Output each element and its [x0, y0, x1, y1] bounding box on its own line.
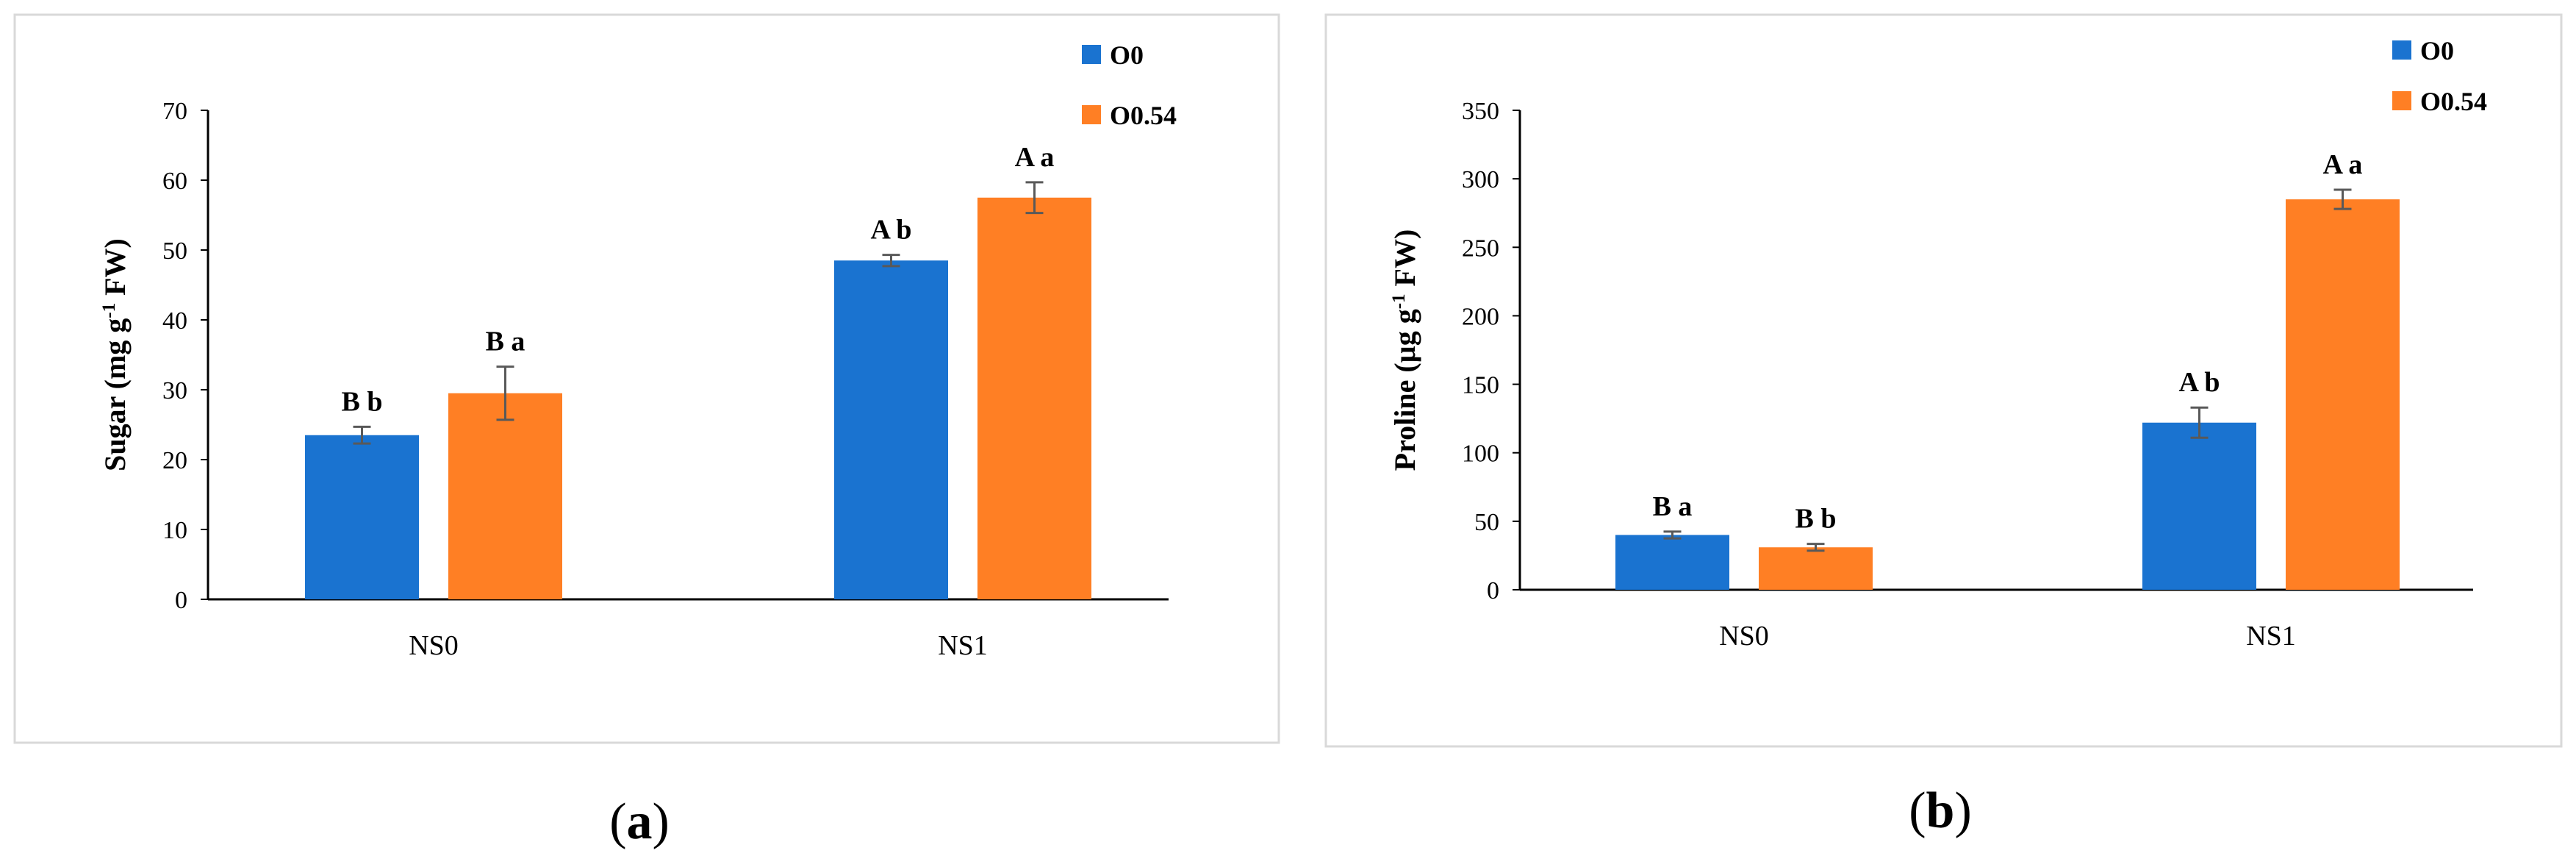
- x-category-label: NS1: [938, 630, 988, 661]
- bar-o0-54: [1759, 547, 1873, 590]
- significance-label: A a: [2323, 149, 2363, 180]
- bar-o0: [2142, 422, 2256, 590]
- legend-swatch: [2392, 40, 2411, 60]
- legend-swatch: [1082, 105, 1101, 124]
- y-tick-label: 350: [1462, 98, 1499, 125]
- bar-o0-54: [977, 197, 1091, 599]
- y-tick-label: 0: [175, 587, 187, 614]
- y-axis-title: Sugar (mg g-1 FW): [98, 238, 132, 471]
- legend-label: O0: [2420, 36, 2454, 65]
- chart-panel-a: 0 10 20 30 40 50 60 70 Sugar (mg g-1 FW) NS0 NS1 B …: [13, 13, 1280, 744]
- y-axis-title-text: FW): [98, 238, 132, 303]
- y-axis-title: Proline (µg g-1 FW): [1388, 229, 1421, 471]
- legend-swatch: [2392, 91, 2411, 110]
- significance-label: A a: [1015, 142, 1055, 173]
- significance-label: B a: [486, 327, 525, 357]
- panel-caption: (a): [609, 793, 670, 850]
- significance-label: B b: [342, 386, 383, 417]
- y-tick-label: 20: [162, 447, 187, 474]
- caption-letter: b: [1926, 782, 1955, 839]
- y-tick-label: 200: [1462, 303, 1499, 330]
- legend-label: O0: [1110, 40, 1144, 70]
- y-tick-label: 100: [1462, 440, 1499, 468]
- caption-letter: a: [627, 793, 653, 850]
- y-axis-title-superscript: -1: [99, 303, 119, 318]
- legend-swatch: [1082, 45, 1101, 64]
- y-tick-label: 150: [1462, 372, 1499, 399]
- y-tick-label: 30: [162, 377, 187, 404]
- x-category-label: NS1: [2246, 621, 2296, 652]
- bar-o0-54: [448, 393, 562, 599]
- legend-item: O0: [1082, 40, 1144, 70]
- y-tick-label: 10: [162, 517, 187, 544]
- panel-caption: (b): [1909, 782, 1972, 839]
- y-tick-label: 40: [162, 307, 187, 335]
- caption-paren: ): [653, 793, 670, 850]
- caption-paren: ): [1954, 782, 1971, 839]
- significance-label: B a: [1653, 491, 1693, 522]
- x-category-label: NS0: [409, 630, 459, 661]
- y-tick-label: 70: [162, 98, 187, 125]
- bar-o0: [305, 435, 419, 599]
- legend-label: O0.54: [2420, 87, 2487, 116]
- significance-label: B b: [1795, 504, 1837, 535]
- y-axis-title-text: Proline (µg g: [1388, 309, 1421, 471]
- y-axis-title-superscript: -1: [1389, 293, 1409, 309]
- y-axis-title-text: Sugar (mg g: [98, 318, 132, 471]
- legend-item: O0.54: [2392, 87, 2487, 116]
- caption-paren: (: [609, 793, 626, 850]
- bar-o0: [834, 260, 948, 599]
- legend-item: O0.54: [1082, 101, 1177, 130]
- y-tick-label: 50: [1474, 509, 1499, 536]
- y-tick-label: 300: [1462, 166, 1499, 193]
- x-category-label: NS0: [1719, 621, 1769, 652]
- bar-o0-54: [2286, 199, 2400, 591]
- significance-label: A b: [871, 215, 912, 246]
- y-tick-label: 250: [1462, 235, 1499, 262]
- y-tick-label: 60: [162, 168, 187, 195]
- caption-paren: (: [1909, 782, 1926, 839]
- bar-o0: [1615, 535, 1729, 590]
- chart-panel-b: 0 50 100 150 200 250 300 350 Proline (µg g-1 FW)…: [1324, 13, 2563, 748]
- legend-item: O0: [2392, 36, 2454, 65]
- legend-label: O0.54: [1110, 101, 1177, 130]
- y-axis-title-text: FW): [1388, 229, 1421, 294]
- y-tick-label: 0: [1487, 577, 1499, 604]
- y-tick-label: 50: [162, 238, 187, 265]
- significance-label: A b: [2179, 367, 2220, 398]
